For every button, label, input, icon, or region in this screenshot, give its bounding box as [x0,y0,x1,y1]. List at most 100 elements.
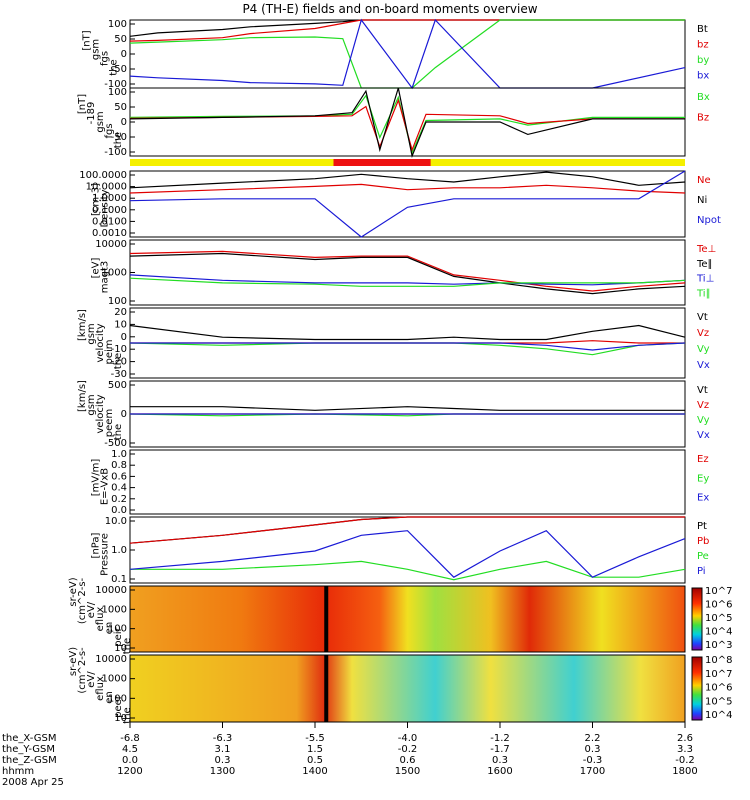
series-line-Vy [129,342,686,356]
ylabel-line: [nT] [82,30,93,50]
legend-entry: Bx [697,92,710,103]
legend-entry: Pe [697,551,709,562]
y-tick-label: 20 [114,307,127,318]
x-tick-value: -1.2 [490,733,510,744]
ylabel-line: peim [104,339,115,364]
x-tick-value: 0.3 [215,755,231,766]
x-tick-value: 0.0 [122,755,138,766]
x-tick-value: -6.8 [120,733,140,744]
series-line-Pe [130,560,686,581]
x-tick-value: 2.6 [677,733,693,744]
y-tick-label: 500 [108,380,127,391]
ylabel-line: eV/ [86,671,97,688]
ylabel-line: peer [113,694,124,718]
ylabel-line: peem [104,409,115,437]
colorbar-tick-label: 10^5 [705,613,732,624]
x-tick-value: 4.5 [122,744,138,755]
ylabel-line: E=-VxB [100,468,111,505]
legend-entry: Ez [697,454,709,465]
ylabel-line: eflux [95,607,106,632]
x-tick-value: 0.5 [307,755,323,766]
xrow-label-y: the_Y-GSM [2,744,55,755]
legend-entry: Vt [697,312,708,323]
colorbar-tick-label: 10^7 [705,669,732,680]
panel-1: 100 50 0 -50 -100 Bx Bz [104,87,710,159]
panel-frame [129,585,686,653]
legend-entry: bz [697,40,709,51]
legend-entry: Vz [697,400,709,411]
y-tick-label: 1.0 [111,545,127,556]
x-tick-value: 1400 [302,766,327,777]
ylabel-line: [cm-3] [91,183,102,216]
y-tick-label: 0 [121,332,127,343]
series-line-Te∥ [129,252,686,295]
ylabel-line: [nPa] [91,532,102,558]
colorbar-tick-label: 10^6 [705,600,732,611]
legend-entry: Pt [697,521,707,532]
heatmap-gap-line [324,586,329,652]
ylabel-line: eflux [95,676,106,701]
ylabel-line: gsm [86,394,97,415]
date-label: 2008 Apr 25 [2,777,64,788]
panel-frame [129,449,686,515]
ylabel-line: sr-eV) [68,647,79,676]
colorbar-tick-label: 10^8 [705,655,732,666]
panel-frame [129,239,686,306]
y-tick-label: 10000 [95,585,127,596]
x-tick-value: 1300 [210,766,235,777]
y-tick-label: 10 [114,713,127,724]
y-tick-label: 10.0 [105,516,127,527]
y-tick-label: -50 [111,64,127,75]
ylabel-line: (cm^2-s- [77,577,88,624]
series-line-Ne [129,183,686,194]
legend-entry: Vy [697,415,710,426]
y-tick-label: 0.0 [111,505,127,516]
series-line-Bz [129,98,685,152]
x-axis-labels: the_X-GSM the_Y-GSM the_Z-GSM hhmm 2008 … [2,733,64,788]
y-tick-label: 0.1 [111,574,127,585]
colorbar-tick-label: 10^4 [705,627,732,638]
legend-entry: Te∥ [696,259,713,270]
ylabel-line: velocity [95,323,106,362]
series-line-Bx [129,94,685,155]
series-line-Ti∥ [129,277,686,287]
ylabel-line: fgs [100,51,111,66]
y-tick-label: 0.8 [111,460,127,471]
ylabel-line: [nT] [77,94,88,114]
legend-entry: Vz [697,328,709,339]
ylabel-line: (cm^2-s- [77,647,88,694]
x-tick-value: -0.2 [398,744,418,755]
y-tick-label: 100 [108,693,127,704]
y-tick-label: 0.0010 [92,228,127,239]
legend-entry: bx [697,71,709,82]
legend-entry: Ey [697,473,709,484]
ylabel-line: [mV/m] [91,459,102,497]
y-tick-label: 10 [114,643,127,654]
legend-entry: Ex [697,493,709,504]
heatmap-gap-line [324,655,329,722]
panel-7: 10.0 1.0 0.1 Pt Pb Pe Pi [105,516,710,585]
y-tick-label: 100 [108,624,127,635]
legend-entry: Vt [697,385,708,396]
series-line-Te⊥ [129,250,686,292]
ylabel-line: gsm [91,39,102,60]
y-tick-label: -30 [111,369,127,380]
y-tick-label: -10 [111,344,127,355]
series-line-Pi [129,529,686,578]
series-line-Vx [130,342,686,351]
legend-entry: Pi [697,566,706,577]
legend-entry: Bt [697,24,708,35]
y-tick-label: 1000 [102,604,127,615]
panel-0: 100 50 0 -50 -100 Bt bz by bx [104,18,709,90]
legend-entry: Vx [697,360,710,371]
xrow-label-hhmm: hhmm [2,766,34,777]
y-tick-label: 1.0 [111,449,127,460]
ylabel-line: Pressure [100,533,111,576]
x-tick-value: 0.3 [585,744,601,755]
y-tick-label: 10.0000 [86,182,127,193]
